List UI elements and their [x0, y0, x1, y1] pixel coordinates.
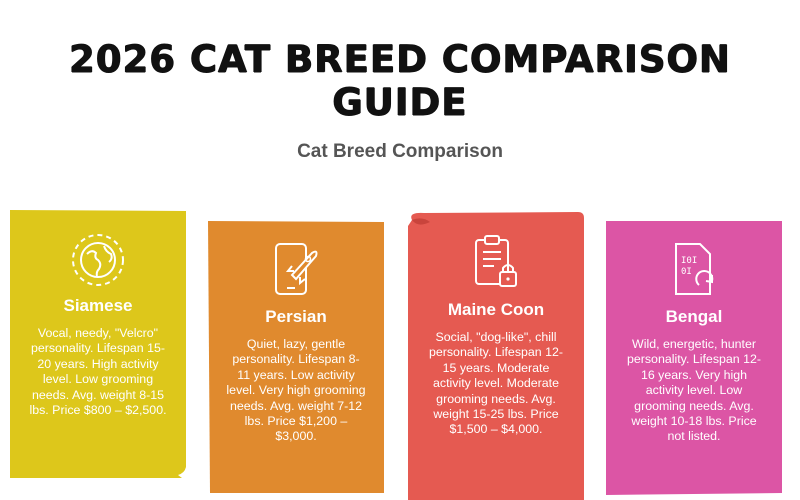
svg-text:I0I: I0I	[681, 256, 697, 266]
breed-name: Siamese	[63, 296, 133, 315]
page-title: 2026 CAT BREED COMPARISON GUIDE	[69, 38, 731, 124]
card-background	[408, 212, 584, 500]
breed-card-persian: Persian Quiet, lazy, gentle personality.…	[208, 221, 384, 493]
card-background	[208, 221, 384, 493]
breed-card-bengal: I0I 0I Bengal Wild, energetic, hunter pe…	[606, 221, 782, 495]
breed-card-siamese: Siamese Vocal, needy, "Velcro" personali…	[10, 210, 186, 478]
card-background	[606, 221, 782, 495]
breed-description: Social, "dog-like", chill personality. L…	[428, 330, 564, 437]
breed-description: Quiet, lazy, gentle personality. Lifespa…	[226, 337, 366, 444]
breed-name: Bengal	[665, 307, 723, 326]
breed-name: Persian	[265, 307, 327, 326]
clipboard-lock-icon	[475, 235, 517, 287]
svg-text:0I: 0I	[681, 267, 692, 277]
breed-card-maine-coon: Maine Coon Social, "dog-like", chill per…	[408, 212, 584, 500]
breed-description: Wild, energetic, hunter personality. Lif…	[626, 337, 762, 444]
diagram-subtitle: Cat Breed Comparison	[297, 141, 503, 162]
globe-icon	[72, 234, 124, 286]
breed-name: Maine Coon	[447, 300, 545, 319]
phone-rocket-icon	[275, 243, 318, 295]
sim-card-binary-icon: I0I 0I	[675, 243, 714, 295]
card-background	[10, 210, 186, 478]
breed-description: Vocal, needy, "Velcro" personality. Life…	[29, 326, 167, 418]
